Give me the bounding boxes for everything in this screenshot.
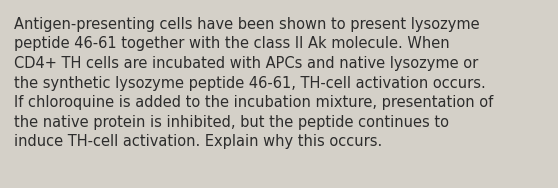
Text: Antigen-presenting cells have been shown to present lysozyme
peptide 46-61 toget: Antigen-presenting cells have been shown…: [14, 17, 493, 149]
